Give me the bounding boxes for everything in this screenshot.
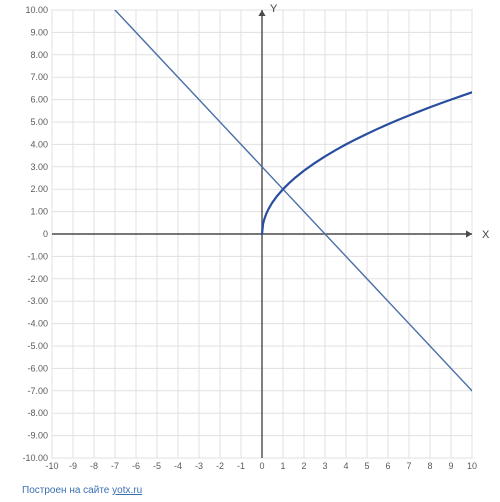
y-tick-label: 1.00	[30, 207, 48, 217]
x-tick-label: 4	[343, 461, 348, 471]
y-tick-label: 9.00	[30, 27, 48, 37]
x-tick-label: -7	[111, 461, 119, 471]
y-tick-label: 6.00	[30, 95, 48, 105]
x-tick-label: 0	[259, 461, 264, 471]
x-tick-label: 2	[301, 461, 306, 471]
y-tick-label: -3.00	[27, 296, 48, 306]
chart-svg: -10-9-8-7-6-5-4-3-2-1012345678910-10.00-…	[0, 0, 500, 502]
attribution: Построен на сайте yotx.ru	[22, 485, 142, 496]
x-tick-label: 10	[467, 461, 477, 471]
y-tick-label: 4.00	[30, 139, 48, 149]
x-axis-label: X	[482, 229, 490, 241]
x-tick-label: 1	[280, 461, 285, 471]
y-axis-label: Y	[270, 3, 278, 15]
y-tick-label: -2.00	[27, 274, 48, 284]
x-tick-label: -1	[237, 461, 245, 471]
x-tick-label: 6	[385, 461, 390, 471]
x-tick-label: 8	[427, 461, 432, 471]
x-tick-label: 5	[364, 461, 369, 471]
x-tick-label: -8	[90, 461, 98, 471]
y-tick-label: -7.00	[27, 386, 48, 396]
x-tick-label: 7	[406, 461, 411, 471]
y-tick-label: 10.00	[25, 5, 48, 15]
x-tick-label: -9	[69, 461, 77, 471]
y-tick-label: -8.00	[27, 408, 48, 418]
y-tick-label: 0	[43, 229, 48, 239]
x-tick-label: -6	[132, 461, 140, 471]
x-tick-label: -2	[216, 461, 224, 471]
attribution-link[interactable]: yotx.ru	[112, 485, 142, 496]
chart-container: -10-9-8-7-6-5-4-3-2-1012345678910-10.00-…	[0, 0, 500, 502]
y-tick-label: 8.00	[30, 50, 48, 60]
y-tick-label: 3.00	[30, 162, 48, 172]
y-tick-label: -6.00	[27, 363, 48, 373]
y-tick-label: -4.00	[27, 319, 48, 329]
y-tick-label: 7.00	[30, 72, 48, 82]
y-tick-label: 2.00	[30, 184, 48, 194]
x-tick-label: 9	[448, 461, 453, 471]
x-tick-label: -3	[195, 461, 203, 471]
y-tick-label: 5.00	[30, 117, 48, 127]
y-tick-label: -10.00	[22, 453, 48, 463]
attribution-prefix: Построен на сайте	[22, 485, 112, 496]
y-tick-label: -5.00	[27, 341, 48, 351]
x-tick-label: 3	[322, 461, 327, 471]
y-tick-label: -1.00	[27, 251, 48, 261]
y-tick-label: -9.00	[27, 431, 48, 441]
x-tick-label: -4	[174, 461, 182, 471]
x-tick-label: -5	[153, 461, 161, 471]
